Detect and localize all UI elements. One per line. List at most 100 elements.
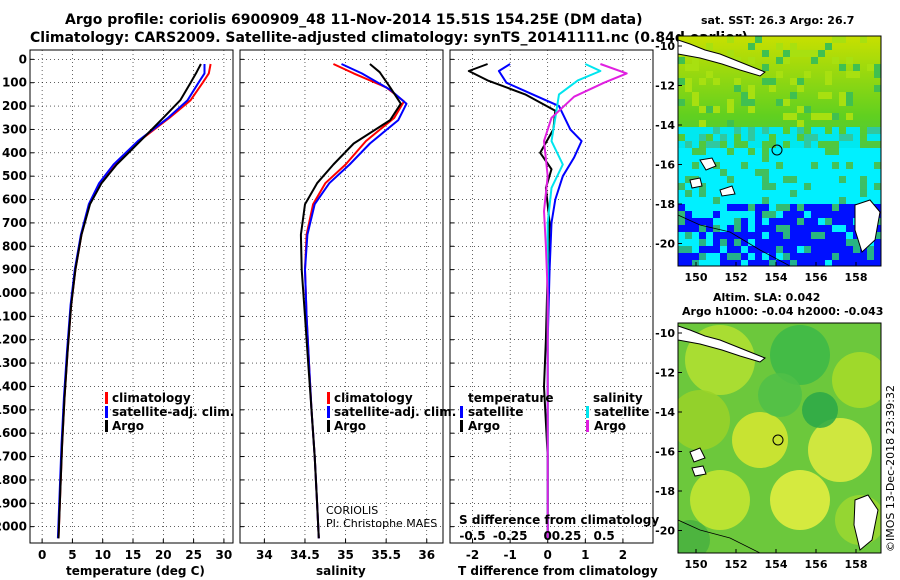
sst-cell	[748, 99, 755, 106]
sst-cell	[804, 232, 811, 239]
sst-cell	[776, 211, 783, 218]
sst-cell	[699, 218, 706, 225]
x-tick-label: 0	[544, 548, 552, 562]
sla-blobs	[678, 325, 881, 553]
depth-tick-label: 1300	[0, 356, 27, 370]
sst-cell	[699, 176, 706, 183]
sst-cell	[685, 64, 692, 71]
sst-cell	[699, 211, 706, 218]
sst-cell	[811, 246, 818, 253]
sst-map-title: sat. SST: 26.3 Argo: 26.7	[701, 14, 854, 27]
sst-cell	[825, 155, 832, 162]
map-lat-tick-label: -12	[655, 80, 675, 93]
sst-cell	[692, 204, 699, 211]
sst-cell	[706, 232, 713, 239]
map-tick-labels: 150 152 154 156 158 -10 -12 -14 -16 -18 -20 150 152 1…	[655, 40, 867, 571]
sst-cell	[804, 71, 811, 78]
sst-cell	[727, 169, 734, 176]
depth-tick-label: 500	[2, 169, 27, 183]
sst-cell	[776, 148, 783, 155]
sst-cell	[825, 78, 832, 85]
sst-cell	[685, 253, 692, 260]
sst-cell	[790, 253, 797, 260]
sst-cell	[692, 246, 699, 253]
sst-cell	[825, 204, 832, 211]
sst-cell	[811, 253, 818, 260]
map-lon-tick-label: 154	[765, 271, 788, 284]
legend-swatch-s-satellite	[586, 406, 589, 418]
sst-cell	[811, 218, 818, 225]
sst-cell	[804, 50, 811, 57]
map-lat-tick-label: -16	[655, 159, 675, 172]
sst-cell	[692, 225, 699, 232]
sst-cell	[839, 155, 846, 162]
sst-cell	[832, 260, 839, 266]
legend-swatch-climatology	[105, 392, 108, 404]
sst-cell	[720, 197, 727, 204]
sst-cell	[692, 155, 699, 162]
map-lon-tick-label: 158	[845, 558, 868, 571]
sst-cell	[769, 225, 776, 232]
sst-cell	[762, 162, 769, 169]
x-tick-label: 35.5	[371, 548, 401, 562]
sst-cell	[734, 78, 741, 85]
x-tick-label: 20	[155, 548, 172, 562]
sst-cell	[755, 127, 762, 134]
sst-cell	[853, 148, 860, 155]
sst-cell	[769, 218, 776, 225]
sst-cell	[839, 190, 846, 197]
sst-cell	[734, 85, 741, 92]
sst-cell	[839, 246, 846, 253]
sst-cell	[846, 225, 853, 232]
map-lon-tick-label: 150	[685, 558, 708, 571]
sst-cell	[783, 50, 790, 57]
sst-cell	[699, 246, 706, 253]
sst-cell	[797, 183, 804, 190]
sst-cell	[755, 155, 762, 162]
sst-cell	[685, 148, 692, 155]
sst-cell	[818, 218, 825, 225]
sst-cell	[748, 218, 755, 225]
sst-cell	[734, 162, 741, 169]
sst-cell	[748, 141, 755, 148]
sst-cell	[748, 57, 755, 64]
sst-cell	[699, 134, 706, 141]
sst-cell	[713, 148, 720, 155]
sst-cell	[860, 155, 867, 162]
figure-title-line1: Argo profile: coriolis 6900909_48 11-Nov…	[65, 12, 642, 28]
sst-cell	[706, 183, 713, 190]
sst-cell	[713, 155, 720, 162]
sst-cell	[713, 176, 720, 183]
sst-cell	[818, 155, 825, 162]
sst-cell	[755, 225, 762, 232]
sst-cell	[874, 155, 881, 162]
argo-position-marker	[772, 434, 784, 446]
sst-cell	[741, 183, 748, 190]
sst-cell	[769, 246, 776, 253]
sst-cell	[748, 169, 755, 176]
sst-cell	[755, 162, 762, 169]
sst-cell	[678, 169, 685, 176]
series-line-argo	[57, 63, 202, 539]
sst-cell	[755, 176, 762, 183]
sst-cell	[790, 78, 797, 85]
sst-cell	[832, 183, 839, 190]
series-line-climatology	[57, 63, 212, 539]
sst-cell	[734, 211, 741, 218]
sst-cell	[839, 183, 846, 190]
sst-cell	[706, 176, 713, 183]
sst-cell	[783, 246, 790, 253]
sst-cell	[846, 99, 853, 106]
sst-cell	[853, 176, 860, 183]
sst-cell	[818, 176, 825, 183]
sst-cell	[839, 99, 846, 106]
sst-cell	[783, 113, 790, 120]
sst-cell	[832, 57, 839, 64]
sst-cell	[734, 155, 741, 162]
sla-map-frame	[677, 322, 882, 554]
sst-cell	[853, 162, 860, 169]
sst-cell	[720, 204, 727, 211]
sst-cell	[825, 183, 832, 190]
sst-cell	[846, 57, 853, 64]
sst-cells	[678, 36, 881, 266]
